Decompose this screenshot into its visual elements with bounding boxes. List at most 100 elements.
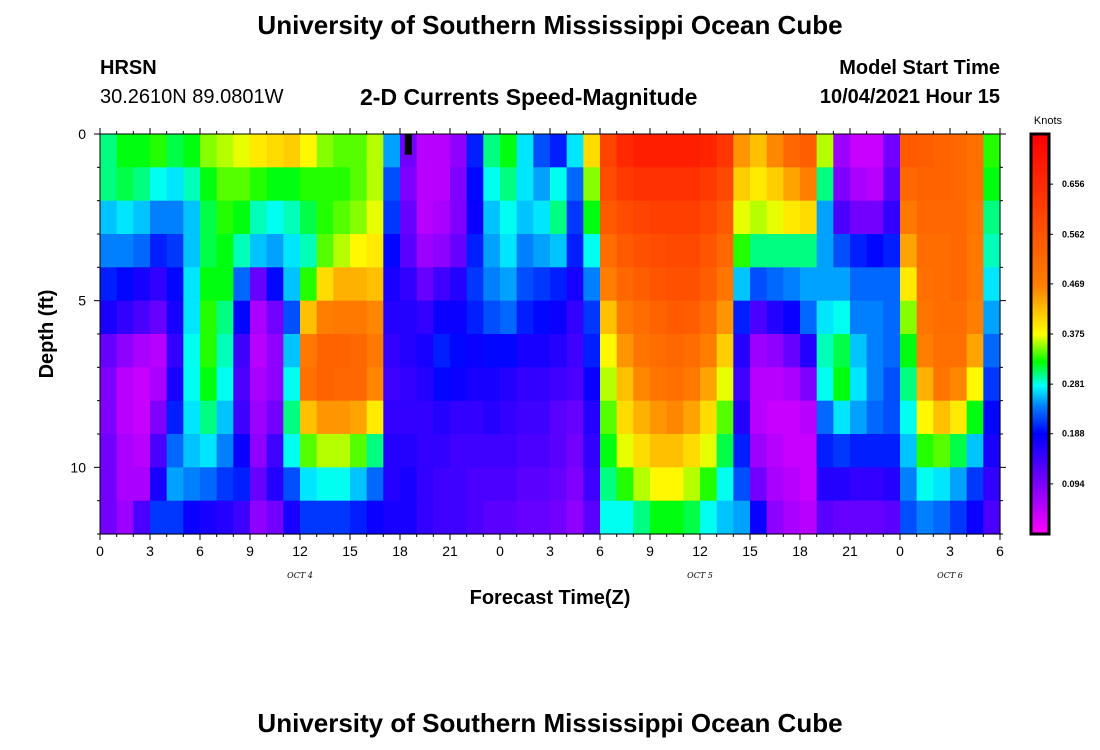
heatmap-cell [383, 334, 401, 368]
x-tick-label: 12 [692, 543, 708, 559]
heatmap-cell [166, 167, 184, 202]
heatmap-cell [733, 334, 751, 368]
heatmap-cell [866, 500, 884, 535]
heatmap-cell [550, 167, 568, 202]
heatmap-cell [850, 400, 868, 435]
heatmap-cell [483, 267, 501, 302]
heatmap-cell [416, 134, 434, 168]
heatmap-cell [183, 200, 201, 235]
heatmap-cell [150, 267, 168, 302]
heatmap-cell [350, 367, 368, 402]
heatmap-cell [750, 300, 768, 335]
heatmap-cell [766, 300, 784, 335]
y-tick-label: 10 [70, 459, 86, 475]
heatmap-cell [366, 300, 384, 335]
heatmap-cell [383, 367, 401, 402]
heatmap-cell [666, 500, 684, 535]
heatmap-cell [400, 200, 418, 235]
heatmap-cell [166, 400, 184, 435]
heatmap-cell [500, 200, 518, 235]
heatmap-cell [133, 334, 151, 368]
heatmap-cell [266, 500, 284, 535]
heatmap-cell [633, 167, 651, 202]
heatmap-cell [133, 500, 151, 535]
heatmap-cell [166, 267, 184, 302]
heatmap-cell [400, 267, 418, 302]
heatmap-cell [850, 367, 868, 402]
heatmap-cell [250, 367, 268, 402]
heatmap-cell [250, 334, 268, 368]
heatmap-cell [300, 467, 318, 502]
heatmap-cell [250, 300, 268, 335]
heatmap-cell [333, 334, 351, 368]
heatmap-cell [366, 467, 384, 502]
heatmap-cell [666, 267, 684, 302]
heatmap-cell [583, 200, 601, 235]
heatmap-cell [133, 134, 151, 168]
heatmap-cell [233, 167, 251, 202]
heatmap-cell [283, 400, 301, 435]
heatmap-cell [933, 367, 951, 402]
heatmap-cell [883, 467, 901, 502]
heatmap-cell [750, 434, 768, 468]
heatmap-cell [366, 334, 384, 368]
heatmap-cell [850, 467, 868, 502]
heatmap-cell [166, 334, 184, 368]
heatmap-cell [400, 400, 418, 435]
heatmap-cell [666, 300, 684, 335]
heatmap-cell [800, 134, 818, 168]
heatmap-cell [983, 200, 1001, 235]
heatmap-cell [433, 267, 451, 302]
heatmap-cell [966, 267, 984, 302]
heatmap-cell [700, 434, 718, 468]
heatmap-cell [850, 500, 868, 535]
heatmap-cell [700, 467, 718, 502]
heatmap-cell [500, 467, 518, 502]
heatmap-cell [516, 200, 534, 235]
heatmap-cell [100, 334, 118, 368]
heatmap-cell [300, 367, 318, 402]
colorbar: Knots 0.656 0.562 0.469 0.375 0.281 0.188 0.09… [1029, 115, 1085, 536]
x-tick-label: 18 [392, 543, 408, 559]
heatmap-cell [566, 234, 584, 268]
heatmap-cell [100, 367, 118, 402]
heatmap-cell [950, 467, 968, 502]
heatmap-cell [933, 434, 951, 468]
colorbar-gradient [1029, 132, 1051, 536]
heatmap-cell [633, 434, 651, 468]
heatmap-cell [283, 200, 301, 235]
heatmap-cell [416, 334, 434, 368]
heatmap-cell [433, 434, 451, 468]
heatmap-cell [833, 434, 851, 468]
heatmap-cell [916, 134, 934, 168]
heatmap-cell [766, 334, 784, 368]
heatmap-cell [833, 367, 851, 402]
heatmap-cell [133, 367, 151, 402]
heatmap-cell [550, 300, 568, 335]
heatmap-cell [400, 167, 418, 202]
heatmap-cell [516, 167, 534, 202]
heatmap-cell [983, 234, 1001, 268]
heatmap-cell [733, 267, 751, 302]
heatmap-cell [283, 300, 301, 335]
heatmap-cell [916, 167, 934, 202]
heatmap-cell [316, 267, 334, 302]
heatmap-cell [466, 167, 484, 202]
heatmap-cell [866, 167, 884, 202]
heatmap-cell [850, 200, 868, 235]
colorbar-title: Knots [1034, 115, 1063, 127]
heatmap-cell [883, 167, 901, 202]
heatmap-cell [633, 234, 651, 268]
heatmap-cell [200, 234, 218, 268]
heatmap-cell [166, 200, 184, 235]
heatmap-cell [933, 467, 951, 502]
colorbar-tick-label: 0.562 [1062, 229, 1085, 239]
heatmap-cell [350, 434, 368, 468]
main-title: University of Southern Mississippi Ocean… [257, 10, 843, 40]
heatmap-cell [766, 467, 784, 502]
heatmap-cell [283, 467, 301, 502]
heatmap-cell [450, 500, 468, 535]
heatmap-cell [150, 300, 168, 335]
heatmap-cell [600, 334, 618, 368]
heatmap-cell [366, 400, 384, 435]
